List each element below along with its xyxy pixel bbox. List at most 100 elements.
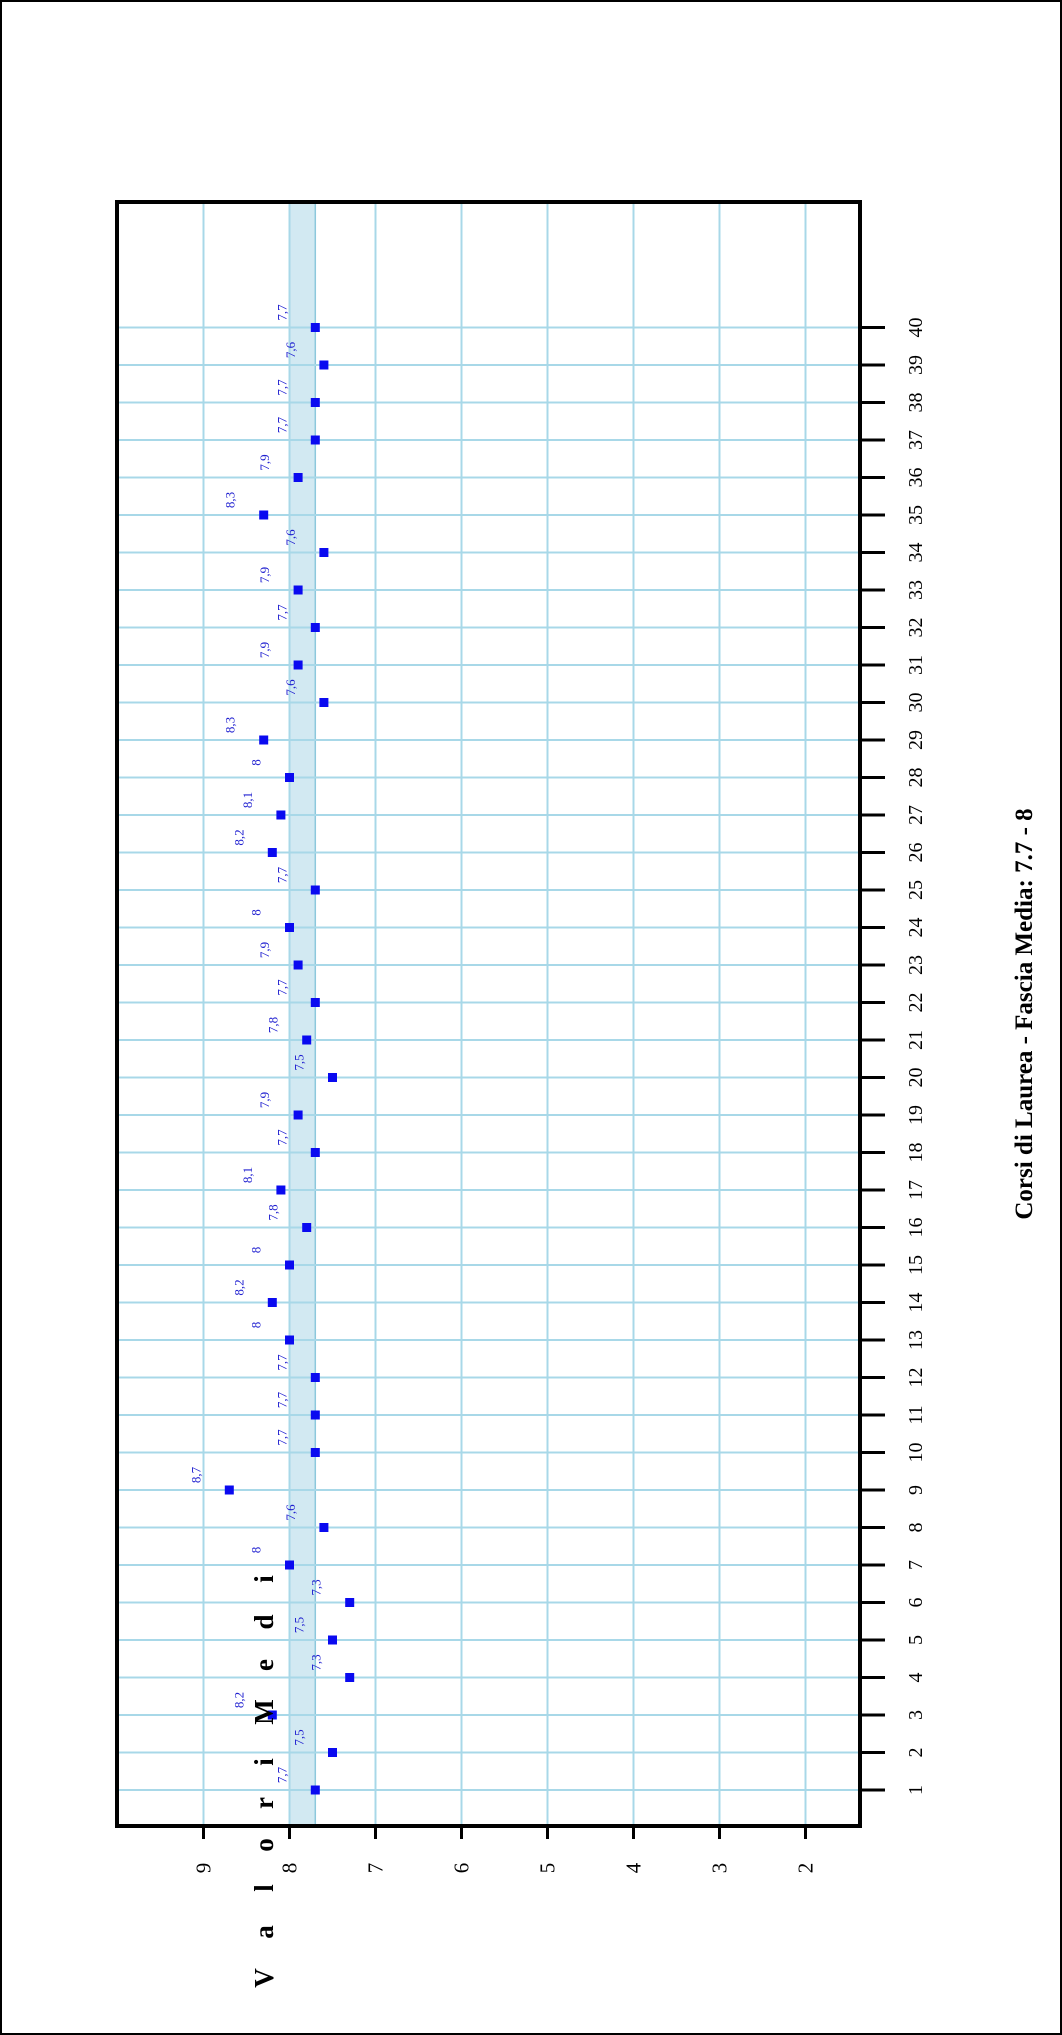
data-label-34: 7,6 [283,529,298,546]
index-tick-label-32: 32 [905,618,927,638]
ylabel-letter-3: l [249,1884,279,1892]
data-label-25: 7,7 [274,866,289,883]
ylabel-layer: Va l o r i Me d i [249,1575,279,1988]
plot-frame [115,200,862,1828]
value-tick-label-5: 5 [536,1863,560,1874]
data-point-5 [328,1635,337,1645]
value-tick-label-8: 8 [278,1863,302,1874]
data-label-17: 8,1 [240,1167,255,1183]
index-tick-label-15: 15 [905,1255,927,1275]
index-tick-label-7: 7 [905,1560,927,1570]
data-label-30: 7,6 [283,679,298,696]
index-tick-label-29: 29 [905,730,927,750]
data-point-32 [310,623,320,632]
data-point-12 [310,1373,320,1382]
ylabel-letter-5: r [249,1797,279,1809]
index-tick-label-26: 26 [905,843,927,863]
data-label-2: 7,5 [292,1729,307,1745]
data-point-2 [328,1748,337,1757]
data-label-11: 7,7 [274,1391,289,1408]
index-tick-label-1: 1 [905,1785,927,1795]
data-label-19: 7,9 [257,1092,272,1108]
data-label-15: 8 [249,1247,264,1254]
ylabel-letter-7: M [249,1699,279,1724]
data-point-33 [293,585,303,595]
data-point-27 [276,810,286,820]
ylabel-letter-9: d [249,1614,279,1629]
data-point-21 [302,1035,312,1045]
data-label-22: 7,7 [274,979,289,996]
index-tick-label-8: 8 [905,1523,927,1533]
data-label-12: 7,7 [274,1354,289,1371]
data-point-11 [310,1410,320,1420]
index-tick-label-22: 22 [905,993,927,1013]
data-label-23: 7,9 [257,942,272,958]
data-point-29 [259,735,269,745]
data-point-20 [328,1073,337,1082]
data-point-24 [285,923,294,932]
index-tick-label-23: 23 [905,955,927,975]
index-tick-label-17: 17 [905,1180,927,1200]
data-label-40: 7,7 [274,304,289,321]
index-tick-label-6: 6 [905,1598,927,1608]
index-tick-label-20: 20 [905,1068,927,1088]
index-tick-label-36: 36 [905,468,927,488]
index-tick-label-4: 4 [905,1673,927,1683]
index-tick-label-35: 35 [905,505,927,525]
index-tick-label-27: 27 [905,805,927,825]
point-layer [224,323,355,1795]
data-point-19 [293,1110,303,1120]
data-label-13: 8 [249,1322,264,1329]
data-point-6 [345,1598,355,1607]
value-tick-label-3: 3 [708,1863,732,1874]
data-point-25 [310,885,320,895]
data-label-18: 7,7 [274,1129,289,1146]
ylabel-letter-10: i [249,1575,279,1583]
index-tick-label-2: 2 [905,1748,927,1758]
data-label-29: 8,3 [223,717,238,733]
index-tick-label-16: 16 [905,1218,927,1238]
index-tick-label-11: 11 [905,1405,927,1424]
data-point-17 [276,1185,286,1195]
data-label-27: 8,1 [240,792,255,808]
data-label-32: 7,7 [274,604,289,621]
data-label-21: 7,8 [266,1017,281,1033]
data-point-4 [345,1673,355,1682]
data-point-35 [259,510,269,520]
data-point-36 [293,473,303,482]
data-label-6: 7,3 [309,1579,324,1595]
data-point-37 [310,435,320,445]
data-point-28 [285,773,294,782]
data-label-1: 7,7 [274,1766,289,1783]
data-point-3 [267,1710,277,1720]
index-tick-label-13: 13 [905,1330,927,1350]
data-label-7: 8 [249,1547,264,1554]
index-tick-label-18: 18 [905,1143,927,1163]
data-point-39 [319,360,329,370]
data-label-14: 8,2 [231,1279,246,1295]
data-point-34 [319,548,329,557]
data-point-22 [310,998,320,1007]
index-tick-label-34: 34 [905,543,927,563]
data-label-5: 7,5 [292,1617,307,1633]
data-point-16 [302,1223,312,1232]
value-tick-label-6: 6 [450,1863,474,1874]
data-point-18 [310,1148,320,1157]
data-point-15 [285,1260,294,1270]
data-point-40 [310,323,320,332]
index-tick-label-24: 24 [905,918,927,938]
value-tick-label-2: 2 [794,1863,818,1874]
index-tick-label-3: 3 [905,1710,927,1720]
label-layer: 7,7 7,5 8,2 7,3 7,5 7,3 8 7,6 8,7 7,7 7,7 7,7 8 8,2 8 7… [188,304,323,1783]
data-point-38 [310,398,320,407]
data-label-10: 7,7 [274,1429,289,1446]
ylabel-letter-8: e [249,1659,279,1671]
index-tick-label-5: 5 [905,1635,927,1645]
value-tick-label-4: 4 [622,1862,646,1873]
data-label-36: 7,9 [257,454,272,470]
index-tick-label-21: 21 [905,1030,927,1050]
data-point-31 [293,660,303,670]
data-point-30 [319,698,329,707]
